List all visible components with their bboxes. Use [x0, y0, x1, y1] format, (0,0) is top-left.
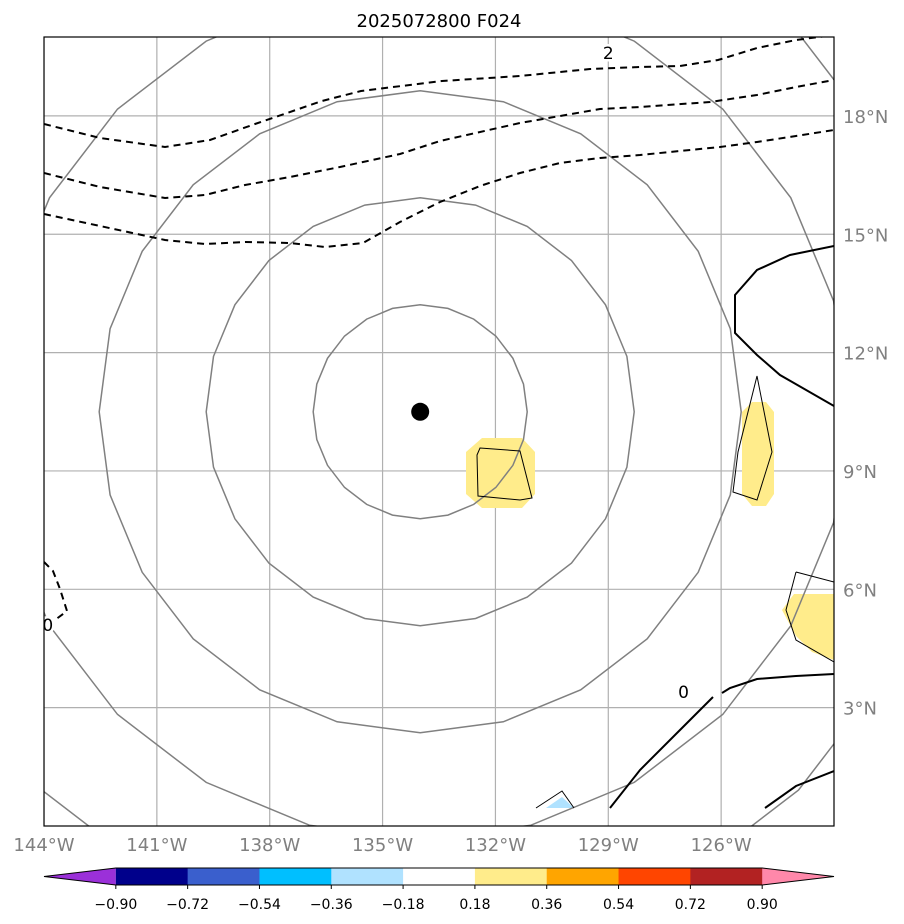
thin-contour — [785, 571, 834, 663]
range-ring — [205, 197, 635, 627]
range-ring — [44, 37, 834, 826]
thin-contour — [476, 447, 533, 501]
range-ring — [98, 90, 742, 734]
y-tick-label: 3°N — [843, 699, 877, 720]
colorbar-tick-label: 0.36 — [531, 897, 562, 913]
contour-label: 2 — [603, 44, 614, 64]
colorbar-segment — [331, 868, 404, 885]
y-tick-label: 6°N — [843, 580, 877, 601]
shaded-region-yellow — [466, 438, 535, 508]
colorbar-segment — [115, 868, 189, 885]
x-tick-label: 129°W — [578, 835, 639, 856]
colorbar: −0.90 −0.72 −0.54 −0.36 −0.18 0.18 0.36 0.54 0.7… — [43, 867, 835, 913]
solid-contour — [609, 673, 834, 809]
dashed-contour — [44, 129, 834, 249]
x-tick-label: 126°W — [691, 835, 752, 856]
colorbar-tick-label: −0.36 — [310, 897, 353, 913]
colorbar-tick-label: 0.90 — [747, 897, 778, 913]
colorbar-extend-high — [762, 868, 834, 885]
storm-center-marker — [411, 402, 430, 421]
colorbar-segment — [187, 868, 260, 885]
shaded-regions — [466, 402, 834, 808]
x-tick-label: 141°W — [126, 835, 187, 856]
dashed-contour — [44, 37, 827, 149]
colorbar-tick-label: 0.72 — [675, 897, 706, 913]
chart-title: 2025072800 F024 — [357, 11, 522, 32]
x-tick-label: 138°W — [239, 835, 300, 856]
contour-lines — [44, 37, 834, 809]
y-tick-label: 12°N — [843, 344, 888, 365]
contour-labels: 2 0 0 — [42, 41, 691, 705]
shaded-region-lightblue — [546, 797, 574, 808]
shaded-region-yellow — [742, 402, 774, 506]
colorbar-segment — [474, 868, 548, 885]
y-tick-label: 15°N — [843, 225, 888, 246]
x-tick-label: 132°W — [465, 835, 526, 856]
solid-contour — [764, 770, 834, 809]
colorbar-tick-label: −0.72 — [166, 897, 209, 913]
y-axis-ticks: 3°N 6°N 9°N 12°N 15°N 18°N — [843, 107, 888, 720]
colorbar-segment — [690, 868, 763, 885]
colorbar-tick-label: 0.54 — [603, 897, 634, 913]
x-tick-label: 144°W — [13, 835, 74, 856]
thin-contour — [535, 790, 575, 809]
range-ring — [312, 304, 528, 520]
colorbar-segment — [618, 868, 691, 885]
colorbar-segment — [259, 868, 332, 885]
colorbar-segment — [403, 868, 476, 885]
dashed-contour — [44, 79, 834, 200]
colorbar-tick-label: −0.90 — [94, 897, 137, 913]
contour-label: 0 — [42, 616, 53, 636]
dashed-contour — [44, 561, 69, 621]
colorbar-segment — [546, 868, 620, 885]
contour-label: 0 — [678, 683, 689, 703]
colorbar-tick-label: −0.18 — [382, 897, 425, 913]
thin-contour — [732, 375, 773, 501]
x-tick-label: 135°W — [352, 835, 413, 856]
colorbar-tick-label: 0.18 — [459, 897, 490, 913]
shaded-region-yellow — [782, 594, 834, 660]
y-tick-label: 18°N — [843, 107, 888, 128]
x-axis-ticks: 144°W 141°W 138°W 135°W 132°W 129°W 126°W — [13, 835, 751, 856]
gridlines — [44, 37, 834, 826]
colorbar-extend-low — [44, 868, 116, 885]
y-tick-label: 9°N — [843, 462, 877, 483]
colorbar-tick-label: −0.54 — [238, 897, 281, 913]
solid-contour — [734, 245, 834, 407]
map-frame — [43, 36, 835, 827]
